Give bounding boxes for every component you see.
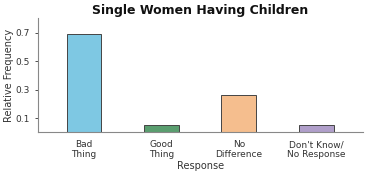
Bar: [299, 125, 334, 132]
X-axis label: Response: Response: [177, 161, 224, 171]
Bar: [144, 125, 179, 132]
Y-axis label: Relative Frequency: Relative Frequency: [4, 29, 14, 122]
Bar: [67, 34, 101, 132]
Bar: [222, 95, 256, 132]
Title: Single Women Having Children: Single Women Having Children: [92, 4, 308, 17]
